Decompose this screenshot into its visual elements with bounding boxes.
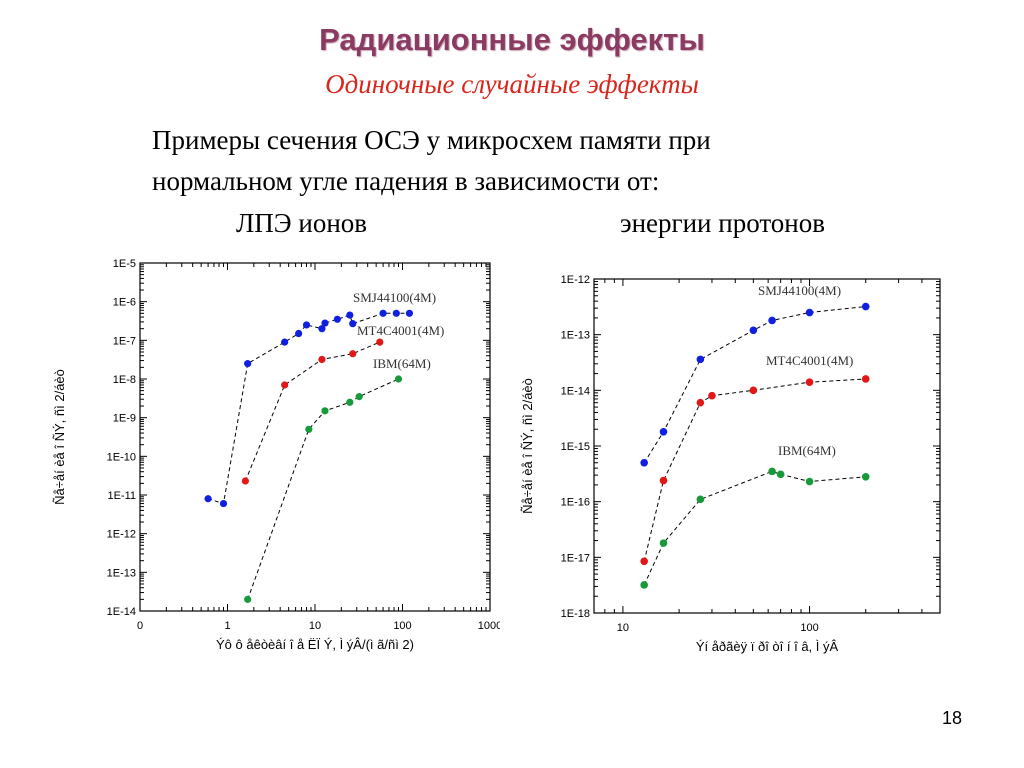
data-point (696, 495, 705, 504)
data-point (333, 315, 341, 323)
data-point (768, 316, 776, 325)
data-point (305, 425, 313, 433)
data-point (640, 458, 648, 467)
data-point (392, 309, 400, 317)
data-point (640, 581, 648, 589)
data-point (346, 311, 354, 319)
data-point (805, 378, 814, 386)
data-point (861, 375, 870, 383)
y-tick-label: 1E-13 (107, 567, 136, 579)
series-label: IBM(64M) (778, 443, 836, 458)
series-label: IBM(64M) (373, 356, 431, 371)
data-point (696, 398, 705, 407)
data-point (302, 321, 311, 329)
y-tick-label: 1E-9 (113, 413, 136, 425)
slide-number: 18 (941, 708, 962, 728)
body-line-2: нормальном угле падения в зависимости от… (152, 166, 660, 196)
slide-title: Радиационные эффекты (319, 22, 705, 57)
x-tick-label: 1000 (478, 620, 500, 632)
data-point (861, 302, 870, 311)
y-tick-label: 1E-14 (107, 606, 136, 618)
data-point (708, 391, 716, 400)
data-point (659, 476, 668, 485)
data-point (281, 338, 289, 346)
x-tick-label: 10 (309, 620, 321, 632)
data-point (349, 320, 357, 328)
data-point (349, 350, 357, 358)
data-point (805, 308, 814, 317)
data-point (281, 381, 289, 389)
series-label: MT4C4001(4M) (357, 323, 444, 338)
y-tick-label: 1E-6 (113, 297, 136, 309)
slide-body: Примеры сечения ОСЭ у микросхем памяти п… (152, 120, 912, 202)
y-axis-label: Ñå÷åí èå î ÑÝ, ñì 2/áèò (520, 378, 535, 514)
data-point (318, 355, 326, 364)
x-tick-label: 1 (224, 620, 230, 632)
y-tick-label: 1E-7 (113, 335, 136, 347)
chart-title-energy: энергии протонов (620, 208, 825, 238)
plot-frame (139, 262, 491, 612)
data-point (241, 477, 249, 485)
y-tick-label: 1E-12 (561, 274, 590, 286)
y-tick-label: 1E-10 (107, 451, 136, 463)
series-line (244, 341, 380, 482)
data-point (346, 398, 354, 406)
y-axis-label: Ñå÷åí èå î ÑÝ, ñì 2/áèò (52, 369, 67, 505)
data-point (219, 499, 228, 508)
series-line (643, 378, 866, 562)
x-tick-label: 0 (137, 620, 143, 632)
chart-title-let: ЛПЭ ионов (236, 208, 368, 238)
data-point (244, 360, 252, 368)
data-point (749, 386, 758, 395)
data-point (295, 329, 303, 338)
data-point (696, 355, 705, 364)
chart-let: 1E-5 1E-6 1E-7 1E-8 1E-9 1E-10 1E-11 1E-12 1E-13… (52, 258, 500, 652)
data-point (204, 495, 212, 503)
y-tick-label: 1E-15 (561, 441, 590, 453)
data-point (355, 393, 363, 401)
x-tick-label: 100 (393, 620, 411, 632)
slide-subtitle: Одиночные случайные эффекты (325, 69, 699, 99)
series-line (643, 470, 866, 586)
data-point (321, 407, 329, 415)
data-point (379, 309, 387, 317)
y-tick-label: 1E-18 (561, 608, 590, 620)
data-point (394, 375, 403, 383)
data-point (861, 472, 870, 481)
data-point (768, 467, 776, 476)
x-axis-label: Ýí åðãèÿ ï ðî òî í î â, Ì ýÂ (696, 639, 839, 654)
y-tick-label: 1E-13 (561, 330, 590, 342)
series-label: SMJ44100(4M) (353, 290, 436, 305)
data-point (776, 470, 785, 479)
x-tick-label: 100 (800, 622, 818, 634)
data-point (321, 319, 329, 327)
data-point (659, 427, 668, 436)
series-label: SMJ44100(4M) (758, 283, 841, 298)
y-tick-label: 1E-5 (113, 258, 136, 270)
x-axis-label: Ýô ô åêòèâí î å ËÏ Ý, Ì ýÂ/(ì ã/ñì 2) (216, 637, 414, 652)
series-line (247, 378, 399, 600)
data-point (659, 539, 668, 547)
body-line-1: Примеры сечения ОСЭ у микросхем памяти п… (152, 125, 711, 155)
y-tick-label: 1E-11 (107, 490, 136, 502)
y-tick-label: 1E-14 (561, 385, 590, 397)
data-point (805, 477, 814, 486)
y-tick-label: 1E-12 (107, 529, 136, 541)
y-tick-label: 1E-16 (561, 497, 590, 509)
data-point (749, 326, 758, 335)
y-tick-label: 1E-8 (113, 374, 136, 386)
data-point (640, 557, 648, 566)
series-label: MT4C4001(4M) (766, 353, 853, 368)
y-tick-label: 1E-17 (561, 552, 590, 564)
chart-energy: 1E-12 1E-13 1E-14 1E-15 1E-16 1E-17 1E-18 10 100… (520, 274, 941, 654)
data-point (244, 595, 252, 603)
data-point (405, 309, 414, 317)
data-point (376, 338, 384, 346)
data-point (318, 325, 326, 333)
x-tick-label: 10 (617, 622, 629, 634)
